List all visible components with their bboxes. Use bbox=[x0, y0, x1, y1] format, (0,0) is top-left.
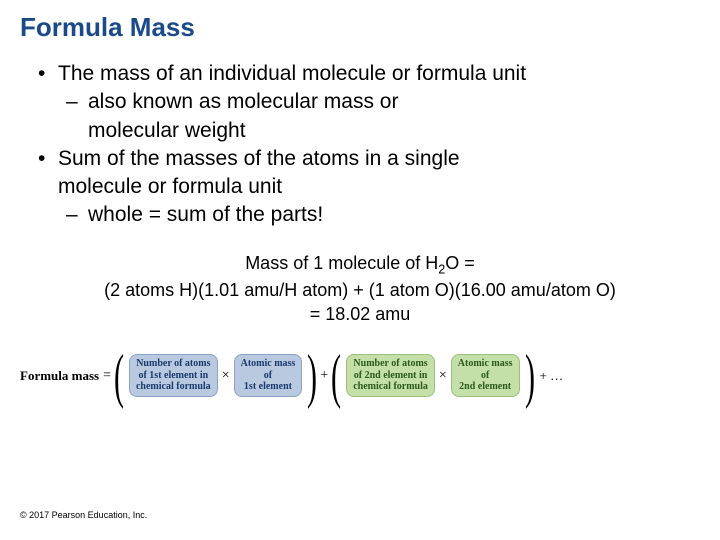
sub-bullet-text: whole = sum of the parts! bbox=[88, 202, 323, 228]
term-mass-1st: Atomic mass of 1st element bbox=[234, 354, 303, 397]
times-sign: × bbox=[222, 368, 230, 384]
calc-line-3: = 18.02 amu bbox=[20, 302, 700, 326]
pill-line: 2nd element bbox=[459, 381, 511, 392]
bullet-item: • The mass of an individual molecule or … bbox=[38, 61, 700, 87]
sub-bullet-text: also known as molecular mass or bbox=[88, 89, 398, 115]
calc-line-2: (2 atoms H)(1.01 amu/H atom) + (1 atom O… bbox=[20, 278, 700, 302]
pill-line: Number of atoms bbox=[136, 358, 210, 369]
pill-line: 1st element bbox=[244, 381, 292, 392]
pill-line: chemical formula bbox=[136, 381, 211, 392]
dash-spacer bbox=[66, 118, 88, 144]
calc-text: O = bbox=[445, 253, 475, 273]
plus-ellipsis: + … bbox=[540, 368, 564, 384]
plus-sign: + bbox=[320, 368, 328, 384]
term-atoms-1st: Number of atoms of 1st element in chemic… bbox=[129, 354, 218, 397]
left-paren: ( bbox=[331, 349, 341, 403]
pill-line: Atomic mass bbox=[458, 358, 513, 369]
calculation-block: Mass of 1 molecule of H2O = (2 atoms H)(… bbox=[20, 251, 700, 327]
left-paren: ( bbox=[114, 349, 124, 403]
calc-line-1: Mass of 1 molecule of H2O = bbox=[20, 251, 700, 279]
pill-line: of 1st element in bbox=[138, 370, 208, 381]
sub-bullet-continuation: molecular weight bbox=[66, 118, 700, 144]
right-paren: ) bbox=[307, 349, 317, 403]
dash-glyph: – bbox=[66, 202, 88, 228]
pill-line: of bbox=[481, 370, 489, 381]
pill-line: Number of atoms bbox=[353, 358, 427, 369]
sub-bullet-text: molecular weight bbox=[88, 118, 246, 144]
pill-line: Atomic mass bbox=[241, 358, 296, 369]
term-atoms-2nd: Number of atoms of 2nd element in chemic… bbox=[346, 354, 435, 397]
sub-bullet-item: – whole = sum of the parts! bbox=[66, 202, 700, 228]
bullet-list: • The mass of an individual molecule or … bbox=[38, 61, 700, 229]
bullet-spacer bbox=[38, 174, 58, 200]
bullet-continuation: molecule or formula unit bbox=[38, 174, 700, 200]
bullet-glyph: • bbox=[38, 61, 58, 87]
dash-glyph: – bbox=[66, 89, 88, 115]
right-paren: ) bbox=[525, 349, 535, 403]
bullet-item: • Sum of the masses of the atoms in a si… bbox=[38, 146, 700, 172]
calc-text: Mass of 1 molecule of H bbox=[245, 253, 438, 273]
bullet-glyph: • bbox=[38, 146, 58, 172]
formula-diagram: Formula mass = ( Number of atoms of 1st … bbox=[20, 349, 700, 403]
formula-mass-label: Formula mass bbox=[20, 368, 99, 384]
copyright-text: © 2017 Pearson Education, Inc. bbox=[20, 510, 147, 520]
bullet-text: molecule or formula unit bbox=[58, 174, 282, 200]
term-mass-2nd: Atomic mass of 2nd element bbox=[451, 354, 520, 397]
pill-line: chemical formula bbox=[353, 381, 428, 392]
bullet-text: Sum of the masses of the atoms in a sing… bbox=[58, 146, 460, 172]
equals-sign: = bbox=[103, 368, 111, 384]
slide-title: Formula Mass bbox=[20, 12, 700, 43]
bullet-text: The mass of an individual molecule or fo… bbox=[58, 61, 526, 87]
pill-line: of bbox=[264, 370, 272, 381]
sub-bullet-item: – also known as molecular mass or bbox=[66, 89, 700, 115]
times-sign: × bbox=[439, 368, 447, 384]
pill-line: of 2nd element in bbox=[354, 370, 428, 381]
